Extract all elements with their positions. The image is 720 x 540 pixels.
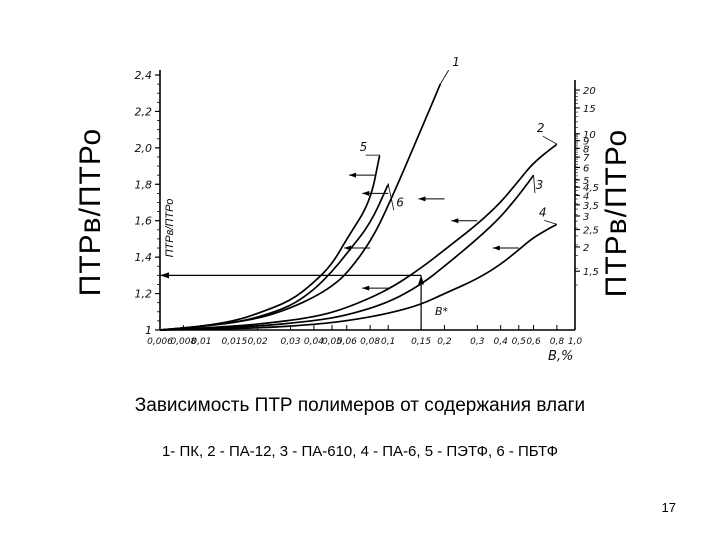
x-tick-label: 0,05 bbox=[322, 337, 342, 347]
y-right-tick-label: 3 bbox=[583, 212, 589, 223]
series-leader-4 bbox=[544, 219, 558, 225]
y-right-tick-label: 3,5 bbox=[583, 201, 599, 212]
series-lines bbox=[159, 83, 558, 331]
y-tick-label: 2,2 bbox=[135, 105, 153, 118]
series-label-3: 3 bbox=[536, 178, 544, 192]
y-tick-label: 1 bbox=[145, 324, 152, 337]
y-right-tick-label: 20 bbox=[583, 86, 596, 97]
y-tick-label: 1,6 bbox=[135, 215, 153, 228]
x-tick-label: 0,15 bbox=[411, 337, 431, 347]
figure-caption: Зависимость ПТР полимеров от содержания … bbox=[134, 395, 586, 416]
annotation-bstar: В* bbox=[435, 305, 449, 318]
y-right-tick-label: 9 bbox=[583, 137, 589, 148]
y-right-tick-label: 8 bbox=[583, 144, 589, 155]
chart-plot: 11,21,41,61,82,02,22,4 1,522,533,544,556… bbox=[135, 55, 599, 364]
x-axis-label: В,% bbox=[548, 349, 573, 364]
series-leader-2 bbox=[542, 135, 558, 145]
y-right-tick-label: 1,5 bbox=[583, 267, 599, 278]
y-tick-label: 1,8 bbox=[135, 178, 153, 191]
y-tick-label: 1,4 bbox=[135, 251, 153, 264]
series-label-1: 1 bbox=[452, 55, 460, 69]
page-number: 17 bbox=[661, 500, 676, 515]
x-tick-label: 0,2 bbox=[437, 337, 452, 347]
series-line-2 bbox=[159, 143, 558, 331]
y-right-tick-label: 10 bbox=[583, 130, 596, 141]
series-label-5: 5 bbox=[360, 140, 368, 154]
series-line-6 bbox=[159, 183, 390, 331]
x-tick-label: 0,01 bbox=[191, 337, 211, 347]
x-tick-label: 0,08 bbox=[360, 337, 380, 347]
series-label-4: 4 bbox=[539, 205, 547, 219]
curve-arrowhead-2 bbox=[418, 196, 426, 202]
x-tick-label: 0,02 bbox=[248, 337, 268, 347]
series-label-6: 6 bbox=[396, 195, 404, 209]
y-right-tick-label: 2 bbox=[583, 243, 589, 254]
curve-arrowhead-6 bbox=[362, 285, 370, 291]
y-right-tick-label: 2,5 bbox=[583, 226, 599, 237]
legend-text: 1- ПК, 2 - ПА-12, 3 - ПА-610, 4 - ПА-6, … bbox=[161, 443, 559, 460]
series-leader-1 bbox=[439, 69, 450, 85]
x-tick-label: 0,3 bbox=[470, 337, 485, 347]
y-right-tick-label: 7 bbox=[583, 153, 590, 164]
x-tick-label: 0,1 bbox=[381, 337, 395, 347]
series-line-4 bbox=[159, 223, 558, 331]
guide-arrowhead-left bbox=[160, 272, 169, 279]
y-axis-title-inner: ПТРв/ПТРо bbox=[164, 198, 176, 258]
series-leader-6 bbox=[387, 184, 395, 211]
guide-arrowhead-up bbox=[418, 275, 425, 285]
y-tick-label: 1,2 bbox=[135, 288, 153, 301]
y-tick-label: 2,0 bbox=[135, 142, 153, 155]
series-label-2: 2 bbox=[537, 121, 545, 135]
x-tick-label: 1,0 bbox=[568, 337, 583, 347]
plot-frame bbox=[159, 70, 576, 331]
x-tick-label: 0,015 bbox=[221, 337, 247, 347]
x-tick-label: 0,5 bbox=[512, 337, 527, 347]
curve-arrowhead-3 bbox=[451, 218, 459, 224]
x-tick-label: 0,008 bbox=[170, 337, 196, 347]
x-tick-label: 0,006 bbox=[147, 337, 173, 347]
y-axis-left: 1 1,2 1,4 1,6 1,8 2,0 2,2 2,4 bbox=[135, 69, 160, 337]
y-right-tick-label: 5 bbox=[583, 176, 589, 187]
curve-arrowhead-1 bbox=[362, 190, 370, 196]
series-line-5 bbox=[159, 154, 381, 331]
y-right-tick-label: 6 bbox=[583, 163, 589, 174]
y-axis-title-left: ПТРв/ПТРо bbox=[74, 127, 107, 297]
x-tick-label: 0,06 bbox=[337, 337, 357, 347]
x-tick-label: 0,03 bbox=[281, 337, 301, 347]
x-tick-label: 0,04 bbox=[304, 337, 324, 347]
y-right-tick-label: 15 bbox=[583, 104, 596, 115]
annotation-arrows bbox=[160, 172, 519, 330]
x-tick-label: 0,4 bbox=[494, 337, 509, 347]
y-right-tick-label: 4,5 bbox=[583, 183, 599, 194]
y-tick-label: 2,4 bbox=[135, 69, 153, 82]
y-right-tick-label: 4 bbox=[583, 191, 589, 202]
series-labels: 1 2 3 4 5 6 bbox=[360, 55, 558, 225]
x-tick-label: 0,6 bbox=[526, 337, 541, 347]
y-axis-title-right: ПТРв/ПТРо bbox=[600, 128, 633, 298]
curve-arrowhead-5 bbox=[344, 245, 352, 251]
series-line-3 bbox=[159, 174, 535, 331]
series-leader-3 bbox=[533, 175, 536, 194]
curve-arrowhead-0 bbox=[349, 172, 357, 178]
x-tick-label: 0,8 bbox=[550, 337, 565, 347]
curve-arrowhead-4 bbox=[492, 245, 500, 251]
